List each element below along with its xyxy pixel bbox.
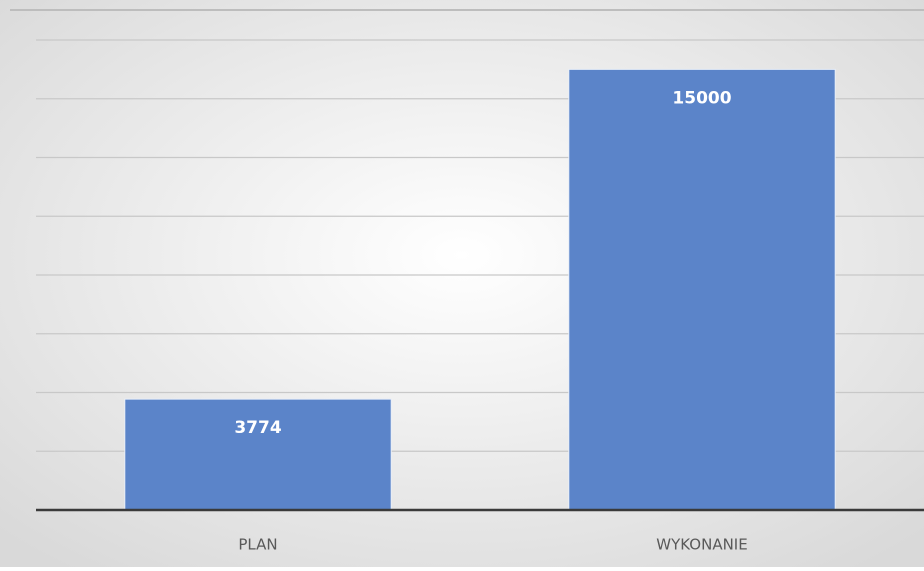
bars: 3774 15000 bbox=[124, 68, 836, 511]
x-tick-label: PLAN bbox=[238, 536, 277, 554]
data-label: 15000 bbox=[672, 88, 731, 108]
x-tick-label: WYKONANIE bbox=[656, 536, 747, 554]
bar bbox=[124, 398, 392, 511]
data-label: 3774 bbox=[234, 418, 281, 438]
bar bbox=[568, 68, 836, 511]
